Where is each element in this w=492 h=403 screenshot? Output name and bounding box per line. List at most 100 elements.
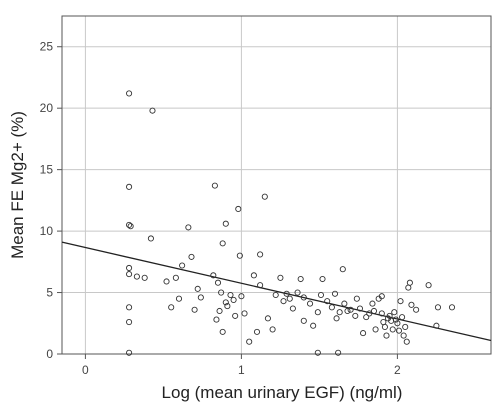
data-point (333, 315, 340, 322)
data-point (378, 310, 385, 317)
data-point (381, 323, 388, 331)
data-point (175, 295, 183, 302)
data-point (227, 291, 234, 299)
data-point (197, 294, 204, 301)
data-point (257, 282, 264, 289)
data-point (194, 285, 201, 292)
data-point (356, 305, 364, 312)
fit-line-layer (61, 241, 492, 342)
data-point (230, 296, 237, 303)
data-point (222, 220, 229, 227)
data-point (319, 275, 326, 283)
data-point (179, 262, 186, 269)
data-point (331, 290, 339, 297)
data-point (370, 307, 378, 315)
data-point (347, 306, 354, 313)
data-point (339, 266, 346, 273)
data-point (300, 317, 307, 324)
data-point (297, 275, 304, 283)
y-tick-label: 20 (40, 101, 54, 115)
data-point (366, 310, 373, 317)
fit-line (61, 241, 492, 342)
grid-layer (62, 16, 491, 354)
data-point (126, 271, 133, 278)
data-point (394, 320, 401, 327)
x-tick-label: 1 (238, 363, 245, 377)
data-point (172, 274, 179, 281)
data-point (126, 221, 133, 228)
data-point (392, 316, 399, 323)
data-point (253, 328, 261, 335)
plot-frame (61, 15, 492, 355)
data-point (372, 326, 379, 333)
data-point (241, 310, 248, 317)
data-point (261, 193, 268, 200)
data-point (210, 272, 217, 279)
data-point (168, 304, 175, 311)
data-point (218, 289, 225, 296)
data-point (389, 326, 396, 333)
data-point (425, 282, 432, 289)
data-point (188, 253, 195, 260)
data-point (126, 304, 133, 311)
data-point (126, 90, 133, 97)
y-tick-label: 5 (46, 286, 53, 300)
data-point (133, 273, 140, 280)
x-axis-title: Log (mean urinary EGF) (ng/ml) (162, 383, 403, 402)
data-point (191, 306, 198, 313)
data-point (353, 295, 360, 302)
data-point (269, 326, 276, 333)
data-point (163, 278, 170, 285)
data-point (408, 301, 415, 308)
data-point (397, 298, 404, 305)
data-point (433, 322, 440, 329)
data-point (232, 312, 239, 319)
data-point (126, 318, 133, 326)
data-point (399, 314, 406, 321)
data-point (213, 316, 220, 323)
data-point (289, 305, 296, 312)
data-point (236, 252, 243, 259)
y-tick-label: 15 (40, 163, 54, 177)
data-point (400, 332, 407, 339)
data-point (185, 224, 192, 231)
data-point (403, 338, 410, 345)
data-point (406, 279, 413, 286)
data-point (383, 332, 390, 339)
data-point (216, 307, 223, 315)
y-axis-title: Mean FE Mg2+ (%) (8, 111, 27, 259)
data-point (378, 293, 385, 300)
data-point (314, 309, 321, 316)
data-point (250, 272, 257, 279)
data-point (219, 240, 226, 247)
data-point (341, 300, 348, 307)
data-point (224, 303, 231, 310)
data-point (317, 291, 325, 299)
data-point (448, 304, 456, 311)
data-point (335, 349, 342, 356)
data-point (277, 274, 284, 281)
data-point (336, 309, 343, 316)
data-point (294, 289, 301, 296)
y-tick-label: 0 (46, 347, 53, 361)
y-tick-label: 10 (40, 224, 54, 238)
data-point (405, 284, 412, 291)
data-points-layer (126, 90, 456, 356)
data-point (257, 251, 264, 258)
data-point (395, 327, 403, 334)
data-point (214, 279, 222, 286)
data-point (246, 338, 253, 345)
data-point (222, 299, 229, 306)
data-point (149, 107, 156, 114)
data-point (127, 223, 134, 230)
data-point (147, 235, 154, 242)
data-point (391, 309, 398, 316)
data-point (360, 330, 367, 337)
data-point (219, 328, 226, 335)
data-point (324, 298, 331, 305)
data-point (264, 315, 271, 322)
data-point (369, 300, 376, 307)
data-point (413, 306, 420, 313)
y-tick-label: 25 (40, 40, 54, 54)
